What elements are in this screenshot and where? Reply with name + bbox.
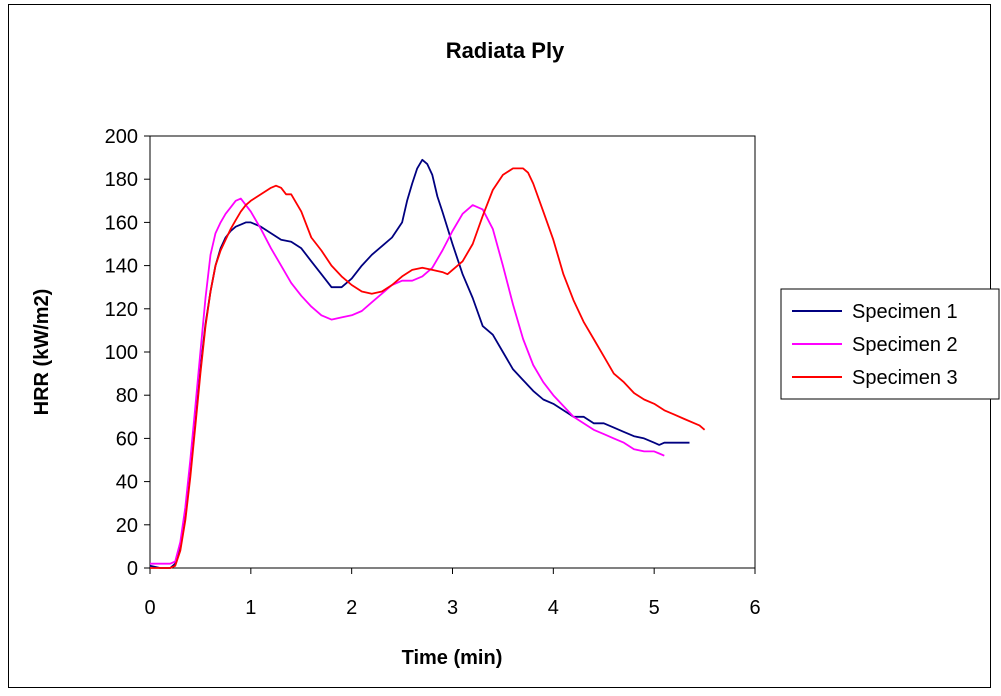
x-tick-label: 5 bbox=[649, 597, 660, 619]
chart-title: Radiata Ply bbox=[446, 38, 565, 63]
y-tick-label: 120 bbox=[105, 299, 138, 321]
x-axis-title: Time (min) bbox=[402, 647, 503, 669]
legend-label-specimen-3: Specimen 3 bbox=[852, 367, 958, 389]
y-tick-label: 60 bbox=[116, 428, 138, 450]
y-axis-title: HRR (kW/m2) bbox=[31, 289, 53, 416]
y-tick-label: 160 bbox=[105, 212, 138, 234]
y-tick-label: 200 bbox=[105, 126, 138, 148]
y-tick-label: 80 bbox=[116, 385, 138, 407]
x-tick-label: 3 bbox=[447, 597, 458, 619]
x-tick-label: 6 bbox=[749, 597, 760, 619]
x-tick-label: 1 bbox=[245, 597, 256, 619]
y-tick-label: 100 bbox=[105, 342, 138, 364]
y-tick-label: 40 bbox=[116, 472, 138, 494]
series-group bbox=[149, 158, 706, 569]
x-tick-label: 2 bbox=[346, 597, 357, 619]
y-tick-label: 180 bbox=[105, 169, 138, 191]
plot-area bbox=[149, 135, 756, 569]
y-tick-label: 20 bbox=[116, 515, 138, 537]
x-tick-label: 0 bbox=[144, 597, 155, 619]
legend-label-specimen-2: Specimen 2 bbox=[852, 334, 958, 356]
series-line-specimen-3 bbox=[150, 167, 706, 569]
legend: Specimen 1 Specimen 2 Specimen 3 bbox=[780, 288, 1000, 400]
y-tick-label: 0 bbox=[127, 558, 138, 580]
x-axis: 0 1 2 3 4 5 6 bbox=[144, 568, 761, 619]
y-axis: 0 20 40 60 80 100 120 140 160 180 200 bbox=[105, 126, 150, 580]
x-tick-label: 4 bbox=[548, 597, 559, 619]
y-tick-label: 140 bbox=[105, 256, 138, 278]
series-line-specimen-2 bbox=[150, 197, 665, 565]
legend-label-specimen-1: Specimen 1 bbox=[852, 301, 958, 323]
